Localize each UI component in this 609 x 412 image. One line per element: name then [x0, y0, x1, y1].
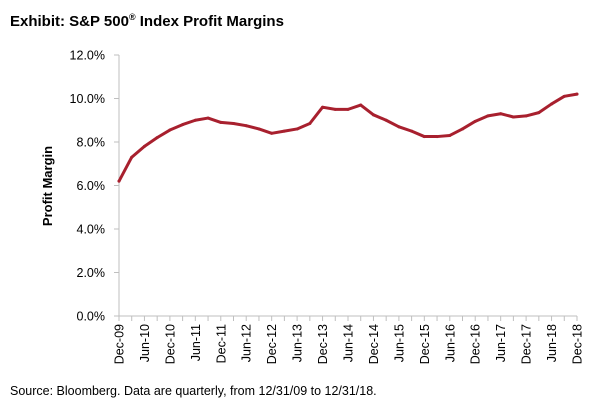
data-point — [562, 94, 566, 98]
data-point — [575, 92, 579, 96]
x-tick-label: Jun-10 — [138, 324, 152, 362]
data-point — [371, 113, 375, 117]
x-tick-label: Dec-16 — [469, 324, 483, 364]
data-point — [473, 119, 477, 123]
x-tick-label: Jun-16 — [443, 324, 457, 362]
x-tick-label: Dec-10 — [163, 324, 177, 364]
data-point — [550, 102, 554, 106]
y-tick-label: 6.0% — [77, 179, 106, 193]
x-tick-label: Dec-11 — [214, 324, 228, 363]
data-point — [410, 129, 414, 133]
x-tick-label: Dec-15 — [418, 324, 432, 364]
y-tick-label: 12.0% — [70, 49, 105, 63]
data-point — [295, 127, 299, 131]
data-point — [193, 118, 197, 122]
data-point — [232, 122, 235, 126]
x-tick-label: Jun-17 — [494, 324, 508, 362]
data-point — [461, 127, 464, 131]
y-tick-label: 8.0% — [77, 136, 106, 150]
data-point — [422, 135, 426, 139]
y-axis-label: Profit Margin — [40, 146, 55, 226]
x-tick-label: Dec-14 — [367, 324, 381, 364]
x-tick-label: Dec-18 — [571, 324, 585, 364]
data-point — [333, 107, 337, 111]
data-point — [168, 128, 172, 132]
data-point — [511, 115, 515, 119]
data-point — [206, 116, 210, 120]
chart-title: Exhibit: S&P 500® Index Profit Margins — [10, 12, 284, 30]
x-tick-label: Dec-17 — [520, 324, 534, 364]
data-point — [359, 103, 363, 107]
y-tick-label: 4.0% — [77, 223, 106, 237]
x-axis: Dec-09 Jun-10 Dec-10 Jun-11 Dec-11 Jun-12 Dec-… — [113, 315, 585, 364]
data-point — [142, 144, 146, 148]
data-point — [384, 118, 388, 122]
y-tick-label: 2.0% — [77, 266, 106, 280]
x-tick-label: Jun-11 — [189, 324, 203, 361]
data-point — [321, 105, 325, 109]
data-point — [219, 120, 223, 124]
profit-margin-line — [117, 92, 579, 183]
data-point — [117, 179, 121, 183]
title-suffix: Index Profit Margins — [135, 13, 284, 30]
x-tick-label: Jun-18 — [545, 324, 559, 362]
x-tick-label: Dec-12 — [265, 324, 279, 364]
x-tick-label: Jun-12 — [240, 324, 254, 362]
data-point — [524, 114, 528, 118]
data-point — [270, 131, 274, 135]
data-point — [244, 124, 248, 128]
data-point — [448, 133, 452, 137]
y-tick-label: 10.0% — [70, 92, 105, 106]
data-point — [499, 112, 503, 116]
data-point — [155, 136, 159, 140]
data-point — [346, 107, 350, 111]
data-point — [308, 122, 312, 126]
data-point — [130, 155, 134, 159]
x-tick-label: Jun-15 — [392, 324, 406, 362]
data-point — [397, 125, 401, 129]
data-point — [282, 129, 286, 133]
x-tick-label: Dec-09 — [113, 324, 127, 364]
data-point — [435, 135, 439, 139]
source-note: Source: Bloomberg. Data are quarterly, f… — [10, 384, 377, 398]
x-tick-label: Jun-13 — [291, 324, 305, 362]
x-tick-label: Dec-13 — [316, 324, 330, 364]
x-tick-label: Jun-14 — [342, 324, 356, 362]
data-point — [537, 111, 541, 115]
data-point — [181, 123, 185, 127]
data-point — [486, 114, 490, 118]
registered-mark: ® — [128, 12, 136, 22]
data-point — [257, 127, 261, 131]
y-axis: 0.0% 2.0% 4.0% 6.0% 8.0% 10.0% 12.0% — [70, 49, 120, 324]
y-tick-label: 0.0% — [77, 310, 106, 324]
series-group — [117, 92, 579, 183]
title-prefix: Exhibit: S&P 500 — [10, 13, 129, 30]
